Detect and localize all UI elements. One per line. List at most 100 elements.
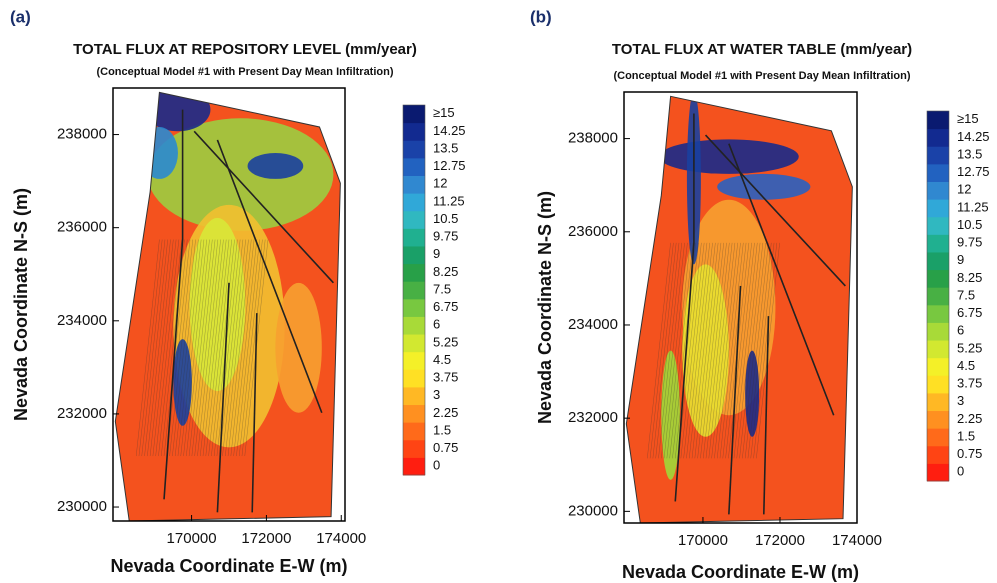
colorbar-cell xyxy=(403,352,425,370)
colorbar-cell xyxy=(403,228,425,246)
map-patch xyxy=(145,88,210,131)
map-region xyxy=(113,88,345,521)
colorbar-cell xyxy=(403,457,425,475)
colorbar-label: 8.25 xyxy=(433,264,458,279)
chart-title: TOTAL FLUX AT WATER TABLE (mm/year) xyxy=(612,41,912,58)
colorbar-label: ≥15 xyxy=(433,105,455,120)
y-tick-label: 236000 xyxy=(568,223,618,240)
colorbar-cell xyxy=(403,175,425,193)
map-patch xyxy=(717,174,810,200)
colorbar-label: 0.75 xyxy=(433,440,458,455)
colorbar-label: 13.5 xyxy=(957,146,982,161)
colorbar-label: 14.25 xyxy=(957,129,990,144)
colorbar-cell xyxy=(403,281,425,299)
colorbar-cell xyxy=(927,146,949,164)
colorbar-cell xyxy=(403,422,425,440)
y-tick-label: 234000 xyxy=(568,316,618,333)
colorbar-label: 4.5 xyxy=(433,352,451,367)
colorbar-cell xyxy=(927,217,949,235)
colorbar-label: ≥15 xyxy=(957,111,979,126)
colorbar-label: 3.75 xyxy=(957,376,982,391)
x-tick-label: 172000 xyxy=(755,532,805,549)
colorbar-label: 12 xyxy=(433,176,447,191)
colorbar-cell xyxy=(403,299,425,317)
y-tick-label: 230000 xyxy=(568,502,618,519)
y-tick-label: 230000 xyxy=(57,498,107,515)
colorbar-cell xyxy=(927,270,949,288)
colorbar-cell xyxy=(927,463,949,481)
colorbar-label: 11.25 xyxy=(957,199,989,214)
colorbar-cell xyxy=(927,164,949,182)
colorbar-cell xyxy=(927,234,949,252)
colorbar-cell xyxy=(403,316,425,334)
colorbar-cell xyxy=(927,428,949,446)
colorbar-cell xyxy=(927,358,949,376)
x-axis-label: Nevada Coordinate E-W (m) xyxy=(622,562,859,582)
colorbar-cell xyxy=(927,287,949,305)
colorbar-label: 3 xyxy=(957,393,964,408)
colorbar-label: 2.25 xyxy=(957,411,982,426)
y-tick-label: 232000 xyxy=(568,409,618,426)
chart-subtitle: (Conceptual Model #1 with Present Day Me… xyxy=(613,70,910,82)
colorbar-label: 0 xyxy=(433,458,440,473)
colorbar-cell xyxy=(927,305,949,323)
colorbar-cell xyxy=(403,211,425,229)
colorbar-label: 5.25 xyxy=(957,340,982,355)
colorbar-cell xyxy=(927,129,949,147)
colorbar-label: 12.75 xyxy=(433,158,466,173)
colorbar-label: 4.5 xyxy=(957,358,975,373)
colorbar-label: 11.25 xyxy=(433,193,465,208)
colorbar-cell xyxy=(927,252,949,270)
x-tick-label: 170000 xyxy=(678,532,728,549)
colorbar-cell xyxy=(927,393,949,411)
x-tick-label: 170000 xyxy=(167,530,217,547)
colorbar-cell xyxy=(403,334,425,352)
colorbar-cell xyxy=(927,446,949,464)
panel-label: (a) xyxy=(10,7,31,26)
colorbar-label: 6.75 xyxy=(433,299,458,314)
colorbar-label: 6.75 xyxy=(957,305,982,320)
colorbar-label: 7.5 xyxy=(957,287,975,302)
colorbar-label: 9.75 xyxy=(433,229,458,244)
colorbar-label: 3.75 xyxy=(433,370,458,385)
colorbar-cell xyxy=(927,322,949,340)
colorbar-label: 13.5 xyxy=(433,140,458,155)
panel: 1700001720001740002300002320002340002360… xyxy=(10,7,466,575)
chart-subtitle: (Conceptual Model #1 with Present Day Me… xyxy=(96,66,393,78)
colorbar-label: 9 xyxy=(433,246,440,261)
colorbar-cell xyxy=(403,440,425,458)
colorbar-cell xyxy=(403,123,425,141)
colorbar-label: 0 xyxy=(957,464,964,479)
colorbar-cell xyxy=(403,105,425,123)
colorbar-cell xyxy=(403,193,425,211)
colorbar-cell xyxy=(403,369,425,387)
colorbar-label: 12.75 xyxy=(957,164,990,179)
colorbar-cell xyxy=(403,246,425,264)
colorbar-cell xyxy=(927,111,949,129)
chart-title: TOTAL FLUX AT REPOSITORY LEVEL (mm/year) xyxy=(73,41,417,58)
colorbar-label: 3 xyxy=(433,387,440,402)
y-tick-label: 234000 xyxy=(57,312,107,329)
colorbar-cell xyxy=(403,140,425,158)
x-tick-label: 174000 xyxy=(316,530,366,547)
colorbar-label: 6 xyxy=(957,323,964,338)
y-tick-label: 236000 xyxy=(57,219,107,236)
y-axis-label: Nevada Coordinate N-S (m) xyxy=(535,191,555,424)
panel-label: (b) xyxy=(530,7,552,26)
colorbar-cell xyxy=(927,181,949,199)
colorbar-label: 7.5 xyxy=(433,281,451,296)
colorbar-label: 12 xyxy=(957,182,971,197)
colorbar-cell xyxy=(927,199,949,217)
colorbar-label: 9 xyxy=(957,252,964,267)
y-axis-label: Nevada Coordinate N-S (m) xyxy=(11,188,31,421)
colorbar-cell xyxy=(927,375,949,393)
colorbar-label: 0.75 xyxy=(957,446,982,461)
x-axis-label: Nevada Coordinate E-W (m) xyxy=(110,556,347,576)
colorbar-label: 10.5 xyxy=(957,217,982,232)
colorbar-cell xyxy=(927,411,949,429)
colorbar-label: 2.25 xyxy=(433,405,458,420)
colorbar-label: 1.5 xyxy=(957,428,975,443)
colorbar-label: 6 xyxy=(433,317,440,332)
colorbar-label: 10.5 xyxy=(433,211,458,226)
